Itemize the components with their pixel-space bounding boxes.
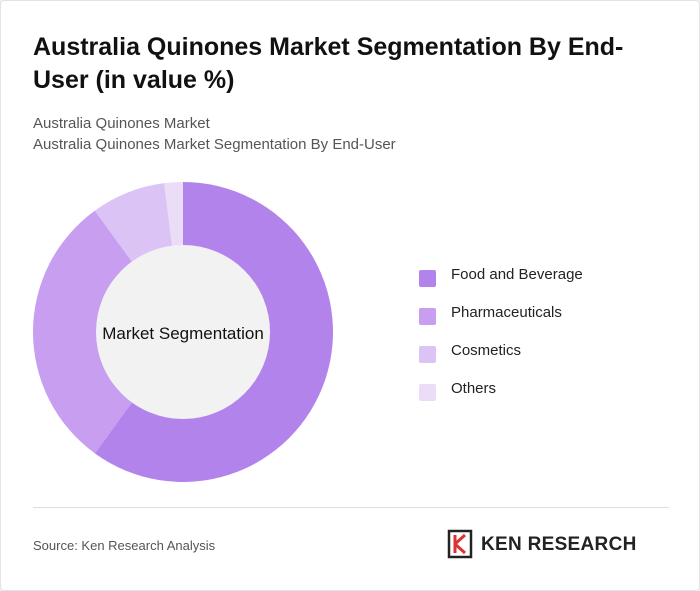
- legend-label: Food and Beverage: [451, 266, 583, 283]
- legend-swatch: [419, 384, 436, 401]
- chart-title: Australia Quinones Market Segmentation B…: [33, 33, 624, 94]
- donut-chart: Market Segmentation: [32, 182, 333, 482]
- legend-swatch: [419, 346, 436, 363]
- legend-swatch: [419, 308, 436, 325]
- legend-label: Cosmetics: [451, 342, 522, 359]
- ken-research-logo-icon: [447, 529, 473, 559]
- legend-label: Others: [451, 380, 497, 397]
- legend-label: Pharmaceuticals: [451, 304, 562, 321]
- donut-center: [96, 245, 270, 419]
- chart-subtitle-market: Australia Quinones Market: [33, 115, 210, 132]
- source-note: Source: Ken Research Analysis: [33, 538, 216, 553]
- legend-swatch: [419, 270, 436, 287]
- chart-subtitle-segmentation: Australia Quinones Market Segmentation B…: [33, 136, 396, 153]
- ken-research-logo-text: KEN RESEARCH: [481, 534, 637, 555]
- ken-research-logo: KEN RESEARCH: [447, 529, 636, 559]
- donut-center-label: Market Segmentation: [102, 324, 264, 343]
- footer-divider: [33, 507, 669, 508]
